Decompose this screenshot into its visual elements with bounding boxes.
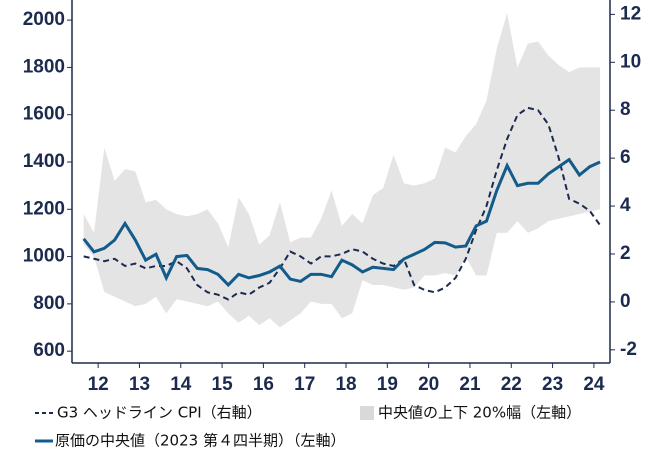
- y2-tick-label: 10: [620, 51, 641, 72]
- x-tick-label: 13: [129, 374, 150, 395]
- x-tick-label: 20: [418, 374, 439, 395]
- y2-tick-label: 4: [620, 195, 631, 216]
- y-tick-label: 2000: [23, 9, 65, 30]
- y-tick-label: 1800: [23, 56, 65, 77]
- x-tick-label: 22: [501, 374, 522, 395]
- y-tick-label: 800: [33, 293, 65, 314]
- y-tick-label: 600: [33, 340, 65, 361]
- y-tick-label: 1400: [23, 151, 65, 172]
- y2-tick-label: 12: [620, 3, 641, 24]
- x-tick-label: 21: [459, 374, 481, 395]
- legend-label: 原価の中央値（2023 第４四半期）（左軸）: [55, 432, 345, 450]
- band-area: [83, 13, 601, 328]
- x-tick-label: 17: [294, 374, 315, 395]
- legend-swatch: [360, 406, 374, 420]
- y-tick-label: 1200: [23, 198, 65, 219]
- y-tick-label: 1000: [23, 246, 65, 267]
- y2-tick-label: 2: [620, 243, 631, 264]
- y2-tick-label: -2: [620, 339, 637, 360]
- x-tick-label: 18: [335, 374, 356, 395]
- y2-tick-label: 6: [620, 147, 631, 168]
- legend-label: 中央値の上下 20%幅（左軸）: [378, 404, 581, 422]
- x-tick-label: 12: [88, 374, 109, 395]
- x-tick-label: 24: [583, 374, 605, 395]
- legend-label: G3 ヘッドライン CPI（右軸）: [57, 404, 262, 422]
- x-tick-label: 16: [253, 374, 274, 395]
- series-line: [83, 106, 601, 301]
- y-tick-label: 1600: [23, 104, 65, 125]
- y2-tick-label: 0: [620, 291, 631, 312]
- x-tick-label: 23: [542, 374, 563, 395]
- x-tick-label: 15: [212, 374, 234, 395]
- y2-tick-label: 8: [620, 99, 631, 120]
- series-line: [82, 157, 601, 288]
- x-tick-label: 14: [170, 374, 192, 395]
- x-tick-label: 19: [377, 374, 398, 395]
